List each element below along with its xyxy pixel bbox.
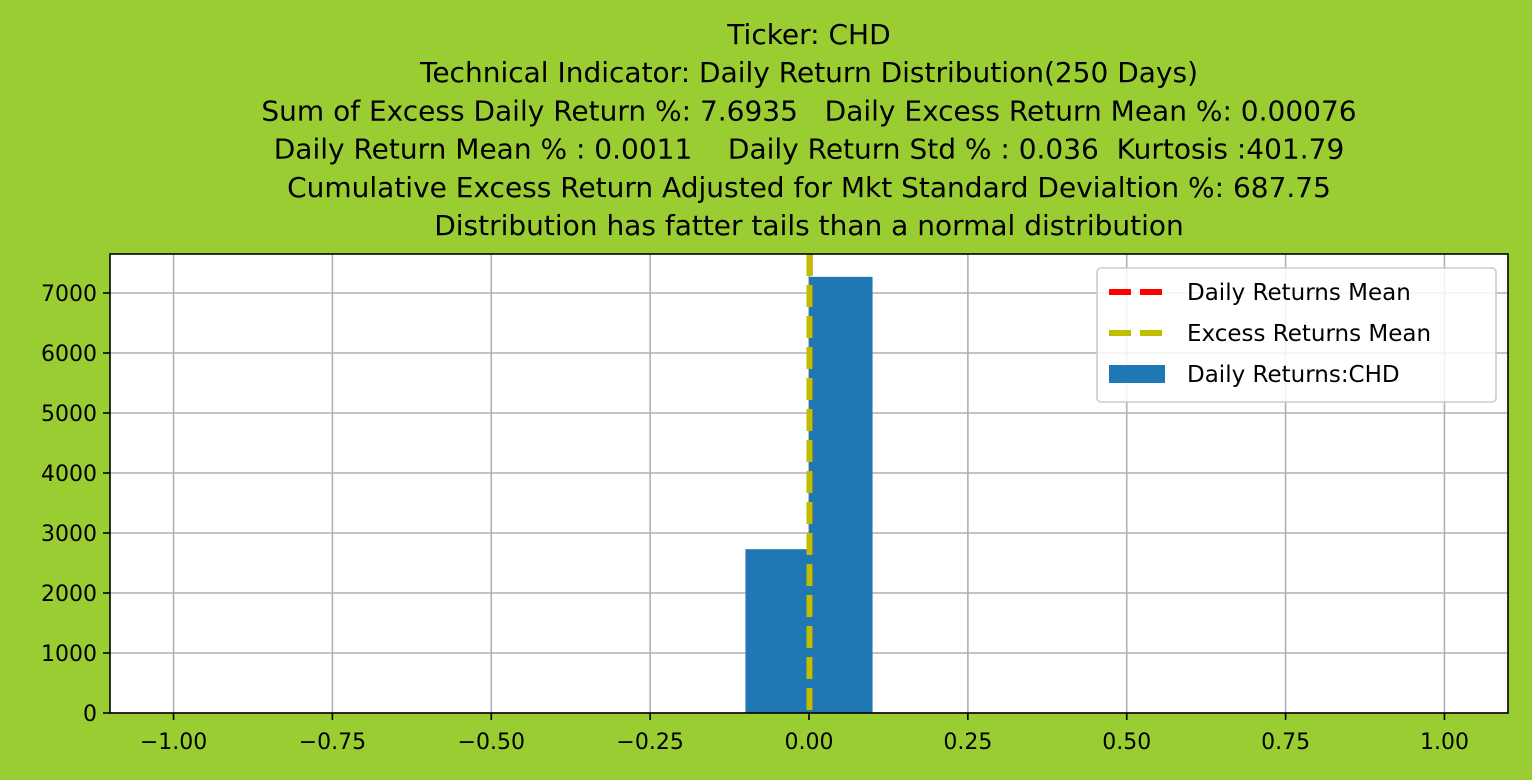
y-tick-label: 6000 <box>41 342 97 367</box>
y-tick-label: 4000 <box>41 462 97 487</box>
y-tick-label: 1000 <box>41 642 97 667</box>
x-tick-label: 0.50 <box>1102 730 1151 755</box>
y-tick-label: 3000 <box>41 522 97 547</box>
x-tick-label: 0.25 <box>943 730 992 755</box>
y-tick-label: 2000 <box>41 582 97 607</box>
legend: Daily Returns Mean Excess Returns Mean Dai… <box>1096 267 1497 403</box>
title-line-6: Distribution has fatter tails than a nor… <box>434 209 1184 242</box>
y-tick-label: 0 <box>83 702 97 727</box>
legend-swatch-patch <box>1109 365 1165 383</box>
legend-box <box>1096 267 1497 403</box>
legend-label: Daily Returns:CHD <box>1187 362 1400 388</box>
y-tick-label: 7000 <box>41 282 97 307</box>
title-line-3: Sum of Excess Daily Return %: 7.6935 Dai… <box>261 94 1356 127</box>
x-axis: −1.00 −0.75 −0.50 −0.25 0.00 0.25 0.50 0.75 1.00 <box>140 713 1469 755</box>
x-tick-label: −1.00 <box>140 730 207 755</box>
x-tick-label: −0.25 <box>616 730 683 755</box>
x-tick-label: −0.50 <box>458 730 525 755</box>
title-line-4: Daily Return Mean % : 0.0011 Daily Retur… <box>274 133 1345 166</box>
x-tick-label: 0.00 <box>785 730 834 755</box>
title-line-2: Technical Indicator: Daily Return Distri… <box>419 56 1198 89</box>
x-tick-label: 1.00 <box>1420 730 1469 755</box>
y-axis: 0 1000 2000 3000 4000 5000 6000 7000 <box>41 282 110 727</box>
chart-title: Ticker: CHD Technical Indicator: Daily Re… <box>261 18 1356 242</box>
x-tick-label: 0.75 <box>1261 730 1310 755</box>
histogram-bar-2 <box>809 276 873 713</box>
title-line-1: Ticker: CHD <box>726 18 890 51</box>
histogram-bar-1 <box>745 549 809 713</box>
legend-label: Excess Returns Mean <box>1187 321 1431 347</box>
title-line-5: Cumulative Excess Return Adjusted for Mk… <box>287 171 1331 204</box>
histogram-bars <box>745 276 873 713</box>
y-tick-label: 5000 <box>41 402 97 427</box>
x-tick-label: −0.75 <box>299 730 366 755</box>
legend-label: Daily Returns Mean <box>1187 280 1411 306</box>
